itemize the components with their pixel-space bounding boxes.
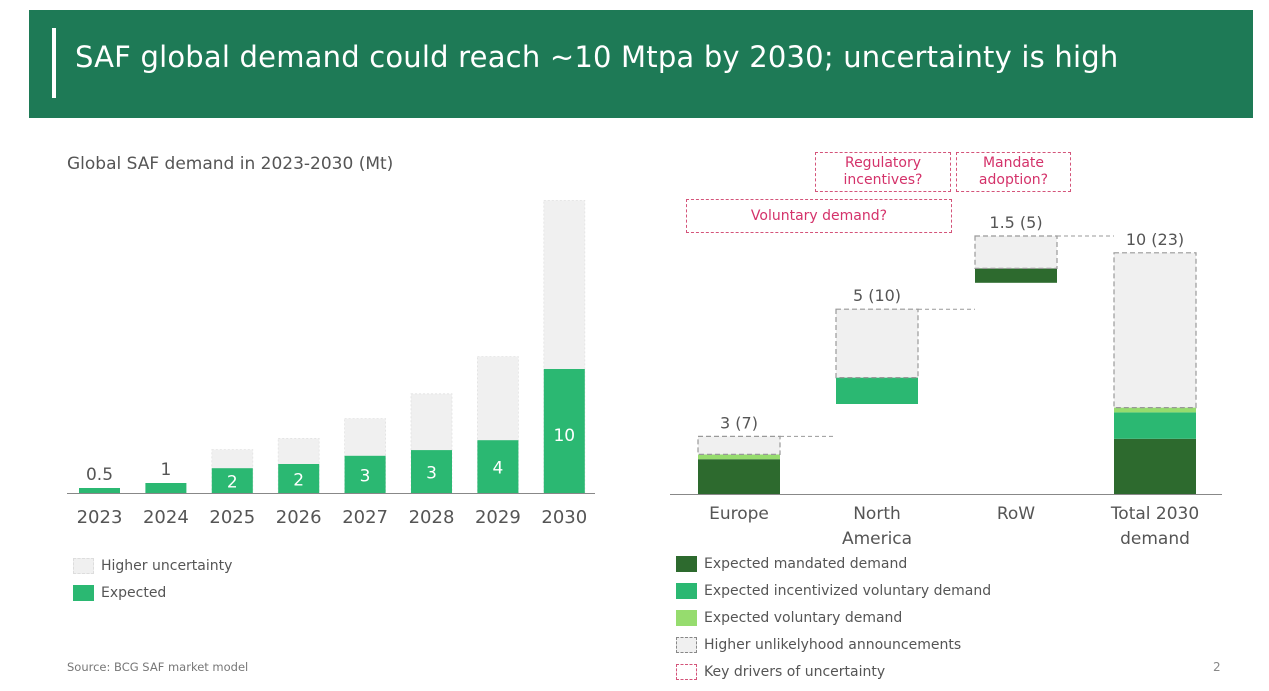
legend-swatch-drivers bbox=[676, 663, 697, 680]
bar-expected-2026 bbox=[278, 464, 320, 493]
wf-data-label-0: 3 (7) bbox=[720, 413, 758, 432]
wf-data-label-1: 5 (10) bbox=[853, 286, 901, 305]
title-banner: SAF global demand could reach ~10 Mtpa b… bbox=[29, 10, 1253, 118]
bar-expected-2023 bbox=[79, 488, 120, 493]
x-tick-2030: 2030 bbox=[541, 507, 587, 528]
legend-label-announcements: Higher unlikelyhood announcements bbox=[704, 636, 962, 653]
driver-regulatory-incentives: Regulatory incentives? bbox=[815, 152, 951, 192]
source-note: Source: BCG SAF market model bbox=[67, 660, 249, 674]
wf-x-tick-0-0: Europe bbox=[709, 504, 769, 524]
wf-expected-incentivized-voluntary-demand-1 bbox=[836, 377, 918, 404]
legend-label-mandated: Expected mandated demand bbox=[704, 555, 908, 572]
wf-x-tick-3-0: Total 2030 bbox=[1110, 504, 1199, 524]
wf-expected-voluntary-demand-3 bbox=[1114, 407, 1196, 413]
legend-swatch-uncertainty bbox=[73, 557, 94, 574]
bar-expected-2030 bbox=[543, 369, 585, 493]
legend-swatch-announcements bbox=[676, 636, 697, 653]
legend-swatch-voluntary bbox=[676, 609, 697, 626]
wf-higher-unlikelyhood-announcements-2 bbox=[974, 235, 1058, 270]
legend-label-incentivized: Expected incentivized voluntary demand bbox=[704, 582, 992, 599]
data-label-2025: 2 bbox=[227, 473, 238, 493]
data-label-2024: 1 bbox=[160, 460, 171, 480]
driver-regulatory-label-line2: incentives? bbox=[843, 172, 923, 188]
wf-expected-mandated-demand-0 bbox=[698, 459, 780, 494]
x-tick-2029: 2029 bbox=[475, 507, 521, 528]
data-label-2029: 4 bbox=[492, 459, 503, 479]
legend-label-drivers: Key drivers of uncertainty bbox=[704, 663, 886, 680]
wf-x-tick-3-1: demand bbox=[1120, 529, 1190, 549]
wf-x-tick-1-0: North bbox=[853, 504, 901, 524]
bar-expected-2024 bbox=[145, 483, 187, 493]
legend-item-drivers: Key drivers of uncertainty bbox=[676, 658, 991, 685]
wf-expected-voluntary-demand-0 bbox=[698, 454, 780, 460]
driver-mandate-label-line1: Mandate bbox=[982, 155, 1045, 171]
bar-expected-2025 bbox=[211, 468, 253, 493]
legend-label-expected: Expected bbox=[101, 584, 167, 601]
data-label-2028: 3 bbox=[426, 464, 437, 484]
wf-data-label-2: 1.5 (5) bbox=[989, 213, 1042, 232]
title-accent-bar bbox=[52, 28, 56, 98]
data-label-2026: 2 bbox=[293, 471, 304, 491]
wf-higher-unlikelyhood-announcements-0 bbox=[697, 435, 781, 455]
page-number: 2 bbox=[1213, 660, 1221, 674]
wf-x-tick-1-1: America bbox=[842, 529, 912, 549]
x-tick-2024: 2024 bbox=[143, 507, 189, 528]
wf-higher-unlikelyhood-announcements-1 bbox=[835, 308, 919, 379]
legend-item-voluntary: Expected voluntary demand bbox=[676, 604, 991, 631]
x-tick-2026: 2026 bbox=[276, 507, 322, 528]
bar-expected-2028 bbox=[411, 450, 452, 493]
legend-item-mandated: Expected mandated demand bbox=[676, 550, 991, 577]
legend-swatch-expected bbox=[73, 584, 94, 601]
legend-item-uncertainty: Higher uncertainty bbox=[73, 552, 232, 579]
wf-higher-unlikelyhood-announcements-3 bbox=[1113, 252, 1197, 409]
x-tick-2028: 2028 bbox=[409, 507, 455, 528]
slide-title: SAF global demand could reach ~10 Mtpa b… bbox=[75, 40, 1119, 74]
wf-x-tick-2-0: RoW bbox=[997, 504, 1035, 524]
left-legend: Higher uncertainty Expected bbox=[73, 552, 232, 606]
legend-label-voluntary: Expected voluntary demand bbox=[704, 609, 903, 626]
wf-expected-incentivized-voluntary-demand-3 bbox=[1114, 412, 1196, 439]
driver-voluntary-demand: Voluntary demand? bbox=[686, 199, 952, 233]
data-label-2030: 10 bbox=[553, 426, 575, 446]
legend-swatch-mandated bbox=[676, 555, 697, 572]
wf-expected-mandated-demand-3 bbox=[1114, 438, 1196, 494]
legend-item-announcements: Higher unlikelyhood announcements bbox=[676, 631, 991, 658]
data-label-2027: 3 bbox=[360, 466, 371, 486]
legend-label-uncertainty: Higher uncertainty bbox=[101, 557, 233, 574]
driver-voluntary-label: Voluntary demand? bbox=[750, 207, 888, 224]
legend-swatch-incentivized bbox=[676, 582, 697, 599]
data-label-2023: 0.5 bbox=[86, 465, 113, 485]
bar-expected-2027 bbox=[344, 455, 386, 493]
legend-item-incentivized: Expected incentivized voluntary demand bbox=[676, 577, 991, 604]
legend-item-expected: Expected bbox=[73, 579, 232, 606]
driver-mandate-adoption: Mandate adoption? bbox=[956, 152, 1071, 192]
x-tick-2025: 2025 bbox=[209, 507, 255, 528]
wf-data-label-3: 10 (23) bbox=[1126, 230, 1184, 249]
driver-regulatory-label-line1: Regulatory bbox=[844, 155, 922, 171]
x-tick-2023: 2023 bbox=[77, 507, 123, 528]
bar-expected-2029 bbox=[477, 440, 519, 493]
wf-expected-mandated-demand-2 bbox=[975, 268, 1057, 283]
right-legend: Expected mandated demand Expected incent… bbox=[676, 550, 991, 685]
driver-mandate-label-line2: adoption? bbox=[978, 172, 1049, 188]
left-chart-title: Global SAF demand in 2023-2030 (Mt) bbox=[67, 154, 394, 174]
x-tick-2027: 2027 bbox=[342, 507, 388, 528]
